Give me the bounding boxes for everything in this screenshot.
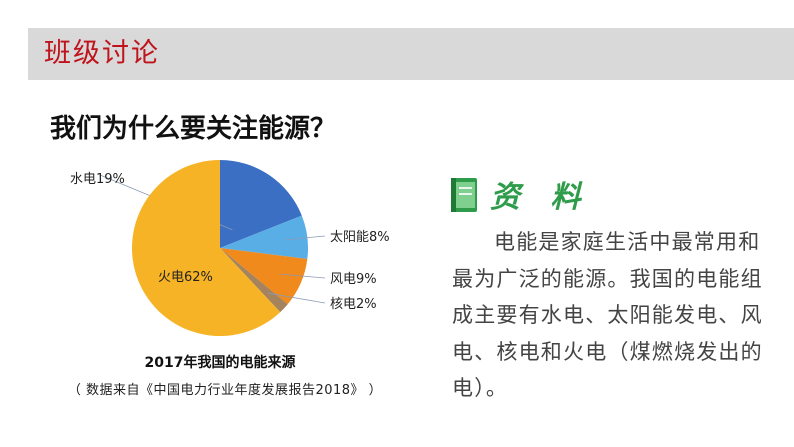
slice-label: 太阳能8% xyxy=(330,230,390,245)
pie-slice xyxy=(220,248,308,305)
slice-label: 核电2% xyxy=(330,297,377,312)
header-bar xyxy=(28,28,794,80)
chart-source: （ 数据来自《中国电力行业年度发展报告2018》 ） xyxy=(67,383,383,398)
pie-slice xyxy=(220,215,308,260)
pie-slice xyxy=(220,248,288,313)
book-icon xyxy=(451,178,477,212)
slice-label: 水电19% xyxy=(70,172,125,187)
leader-line xyxy=(285,235,326,241)
leader-line xyxy=(280,273,326,279)
header-title: 班级讨论 xyxy=(44,38,160,69)
slice-label: 风电9% xyxy=(330,272,377,287)
reference-title: 资 料 xyxy=(490,180,591,215)
leader-line xyxy=(268,292,326,304)
reference-body: 电能是家庭生活中最常用和最为广泛的能源。我国的电能组成主要有水电、太阳能发电、风… xyxy=(452,230,763,400)
pie-slice xyxy=(220,160,302,248)
pie-slice xyxy=(132,160,281,336)
slice-label: 火电62% xyxy=(158,270,213,285)
chart-title: 2017年我国的电能来源 xyxy=(144,355,296,371)
question-heading: 我们为什么要关注能源？ xyxy=(50,114,337,144)
